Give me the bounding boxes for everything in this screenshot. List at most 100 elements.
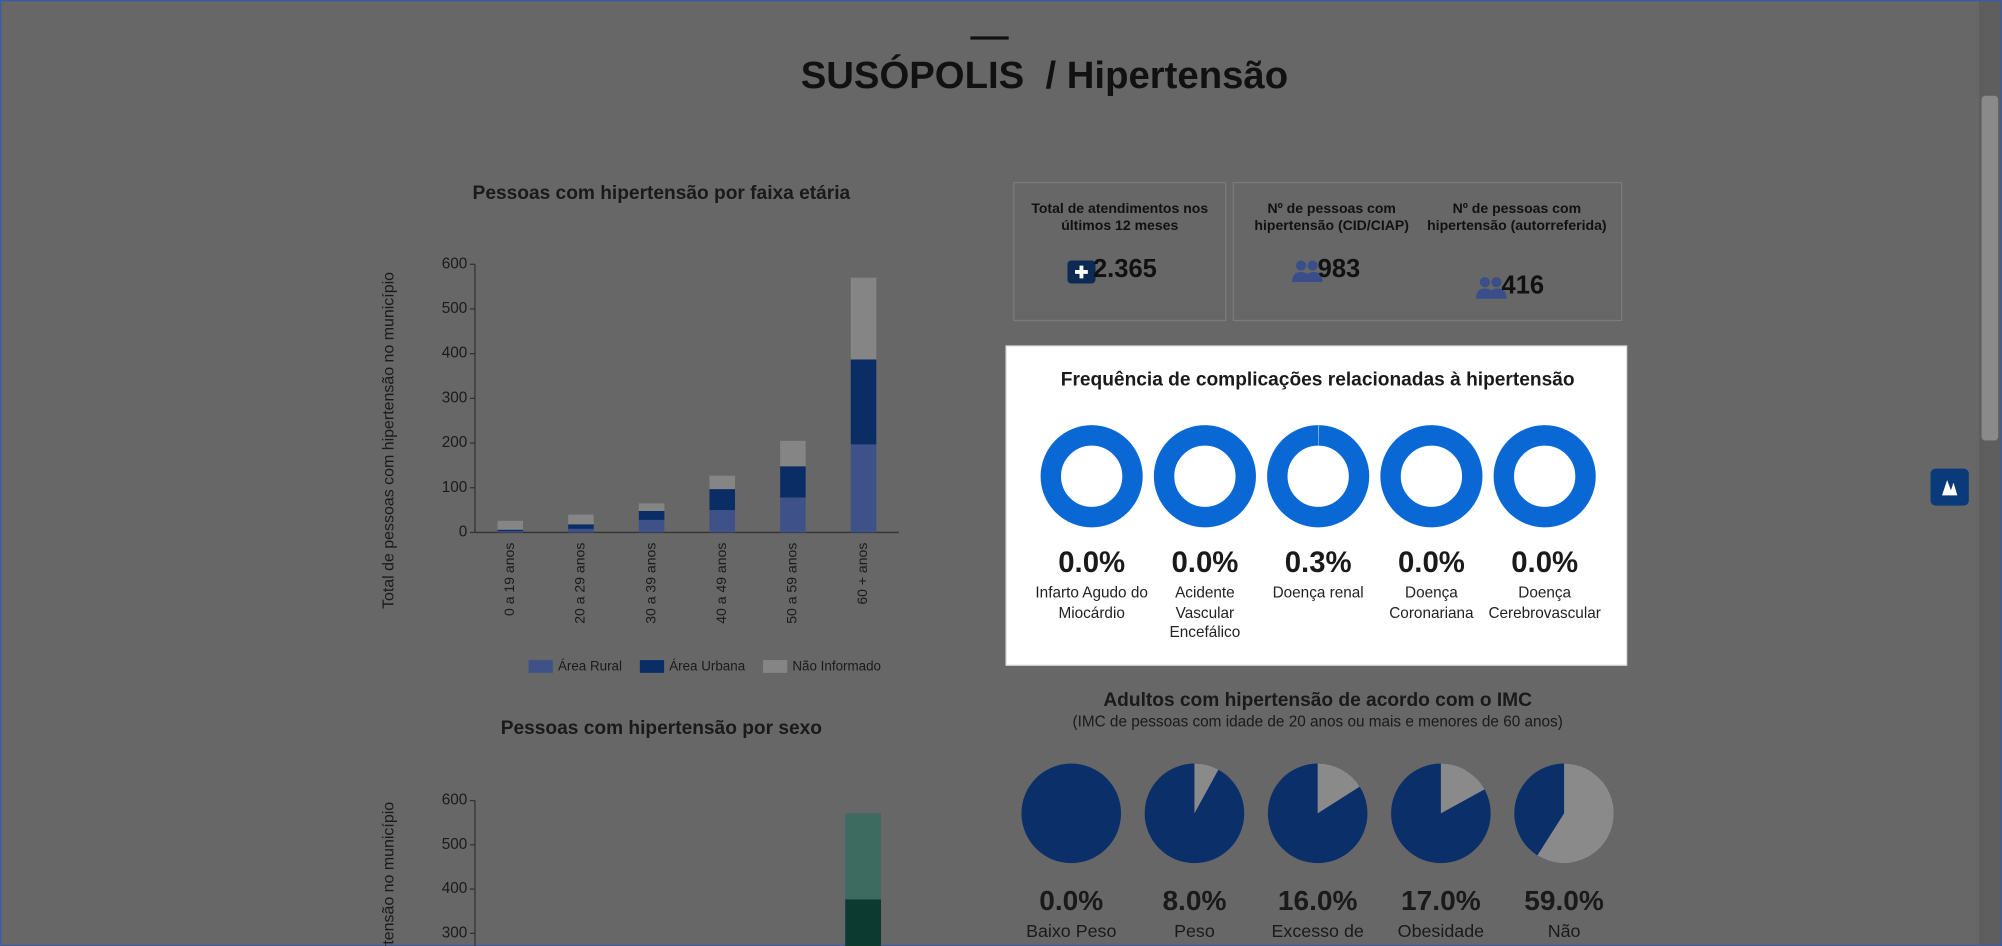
y-tick-label: 300 xyxy=(442,924,468,941)
kpi-icon xyxy=(1475,288,1507,299)
y-tick-label: 200 xyxy=(442,434,468,451)
y-tick-label: 500 xyxy=(442,836,468,853)
imc-label: Obesidade xyxy=(1398,921,1484,941)
x-tick-label: 0 a 19 anos xyxy=(501,543,517,616)
bar-segment xyxy=(568,528,594,533)
bar-segment xyxy=(497,520,524,530)
pie-base xyxy=(1144,763,1245,864)
percent-label: 16.0% xyxy=(1278,885,1358,916)
kpi-icon xyxy=(1292,271,1323,283)
header-bar xyxy=(970,36,1009,40)
x-tick-label: 60 + anos xyxy=(854,543,870,605)
percent-label: 0.0% xyxy=(1058,546,1125,579)
pie-slice xyxy=(1194,763,1219,814)
bar-segment xyxy=(709,510,736,533)
bar-segment xyxy=(780,497,806,533)
chart-title: Pessoas com hipertensão por faixa etária xyxy=(473,183,851,204)
pie-slice xyxy=(1537,763,1614,864)
x-tick-label: 30 a 39 anos xyxy=(642,543,658,624)
complication-label: Doença Coronariana xyxy=(1389,583,1474,622)
legend-label: Não Informado xyxy=(792,659,881,674)
percent-label: 8.0% xyxy=(1162,885,1226,916)
y-tick-label: 600 xyxy=(442,792,468,809)
kpi-value: 2.365 xyxy=(1092,255,1157,284)
legend-swatch xyxy=(639,660,665,673)
percent-label: 0.0% xyxy=(1511,546,1578,579)
y-axis-label: Total de pessoas com hipertensão no muni… xyxy=(381,802,398,946)
section-subtitle: (IMC de pessoas com idade de 20 anos ou … xyxy=(1073,714,1563,731)
kpi-icon xyxy=(1295,260,1307,271)
imc-label: Excesso de xyxy=(1271,921,1363,941)
section-name: / Hipertensão xyxy=(1045,54,1289,98)
imc-label: Não xyxy=(1548,921,1581,941)
percent-label: 0.0% xyxy=(1171,546,1238,579)
bar-segment xyxy=(850,359,877,445)
bar-segment xyxy=(497,531,524,533)
bar-segment xyxy=(638,510,665,520)
x-tick-label: 50 a 59 anos xyxy=(784,543,800,624)
bar-segment xyxy=(850,444,877,533)
kpi-icon xyxy=(1307,260,1318,271)
bar-segment xyxy=(709,489,736,511)
bar-segment xyxy=(850,277,877,360)
bar-segment xyxy=(638,519,665,533)
percent-label: 17.0% xyxy=(1401,885,1481,916)
kpi-icon xyxy=(1479,277,1491,288)
page-title: SUSÓPOLIS / Hipertensão xyxy=(0,55,2002,98)
y-tick-label: 400 xyxy=(442,345,468,362)
kpi-value: 983 xyxy=(1317,255,1361,284)
y-tick-label: 100 xyxy=(442,479,468,496)
y-tick-label: 300 xyxy=(442,389,468,406)
pie-slice xyxy=(1317,763,1360,814)
imc-label: Peso xyxy=(1174,921,1215,941)
bar-segment xyxy=(845,899,881,946)
y-tick-label: 500 xyxy=(442,300,468,317)
bar-segment xyxy=(638,503,665,511)
legend-label: Área Rural xyxy=(558,659,622,674)
kpi-icon xyxy=(1075,265,1088,279)
complication-label: Doença renal xyxy=(1272,583,1364,602)
percent-label: 0.0% xyxy=(1398,546,1465,579)
kpi-label: Nº de pessoas com hipertensão (CID/CIAP) xyxy=(1254,201,1409,234)
section-title: Adultos com hipertensão de acordo com o … xyxy=(1103,690,1532,711)
kpi-value: 416 xyxy=(1501,271,1545,301)
donut-ring xyxy=(1153,425,1256,528)
kpi-box xyxy=(1232,181,1623,322)
x-tick-label: 40 a 49 anos xyxy=(713,543,729,624)
complication-label: Doença Cerebrovascular xyxy=(1488,583,1601,622)
donut-ring xyxy=(1380,425,1483,528)
panel-title: Frequência de complicações relacionadas … xyxy=(1061,370,1575,391)
pie-base xyxy=(1021,763,1122,864)
donut-ring xyxy=(1040,425,1143,528)
percent-label: 0.0% xyxy=(1039,885,1103,916)
kpi-icon xyxy=(1491,277,1502,288)
legend-swatch xyxy=(528,660,553,673)
bar-segment xyxy=(845,813,881,900)
bar-segment xyxy=(780,466,806,498)
y-tick-label: 400 xyxy=(442,880,468,897)
city-name: SUSÓPOLIS xyxy=(800,54,1025,98)
y-axis-label: Total de pessoas com hipertensão no muni… xyxy=(381,272,398,609)
bar-segment xyxy=(568,514,594,525)
chart-title: Pessoas com hipertensão por sexo xyxy=(501,718,822,739)
bar-segment xyxy=(780,440,806,467)
bar-segment xyxy=(497,529,524,532)
kpi-label: Nº de pessoas com hipertensão (autorrefe… xyxy=(1427,201,1607,234)
y-tick-label: 0 xyxy=(459,523,468,540)
pie-slice xyxy=(1440,763,1485,814)
scroll-thumb[interactable] xyxy=(1981,95,1999,441)
complication-label: Infarto Agudo do Miocárdio xyxy=(1035,583,1148,622)
kpi-label: Total de atendimentos nos últimos 12 mes… xyxy=(1031,201,1209,234)
bar-segment xyxy=(709,475,736,490)
donut-ring xyxy=(1493,425,1596,528)
percent-label: 0.3% xyxy=(1285,546,1352,579)
x-tick-label: 20 a 29 anos xyxy=(572,543,588,624)
kpi-box xyxy=(1013,181,1227,322)
bar-segment xyxy=(568,524,594,529)
percent-label: 59.0% xyxy=(1524,885,1604,916)
legend-label: Área Urbana xyxy=(669,659,745,674)
